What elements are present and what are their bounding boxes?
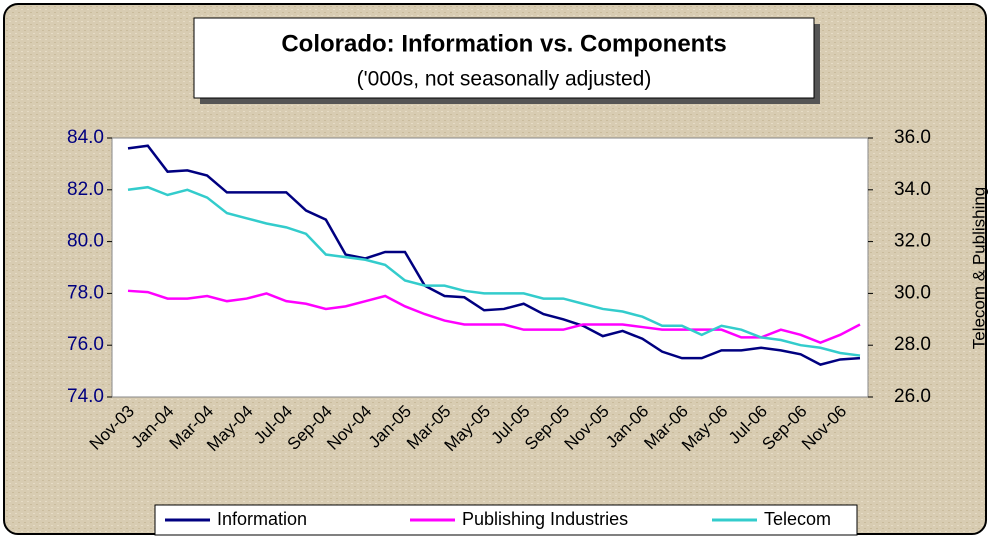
y2-tick-label: 30.0 (894, 282, 931, 303)
y-tick-label: 82.0 (67, 179, 104, 200)
legend-label: Publishing Industries (462, 509, 628, 529)
y-tick-label: 76.0 (67, 334, 104, 355)
series-line (127, 144, 861, 366)
legend-label: Information (217, 509, 307, 529)
series-line (127, 185, 861, 357)
y2-axis-label: Telecom & Publishing (969, 187, 988, 350)
y-tick-label: 84.0 (67, 127, 104, 148)
chart-title: Colorado: Information vs. Components (281, 30, 726, 57)
y2-tick-label: 34.0 (894, 179, 931, 200)
y2-tick-label: 28.0 (894, 334, 931, 355)
y-tick-label: 80.0 (67, 231, 104, 252)
y-tick-label: 78.0 (67, 282, 104, 303)
legend-label: Telecom (764, 509, 831, 529)
y2-tick-label: 36.0 (894, 127, 931, 148)
y-tick-label: 74.0 (67, 386, 104, 407)
plot-area (111, 137, 869, 398)
title-box (193, 17, 815, 99)
y2-tick-label: 32.0 (894, 231, 931, 252)
chart-subtitle: ('000s, not seasonally adjusted) (357, 68, 652, 91)
y2-tick-label: 26.0 (894, 386, 931, 407)
series-line (127, 289, 861, 344)
